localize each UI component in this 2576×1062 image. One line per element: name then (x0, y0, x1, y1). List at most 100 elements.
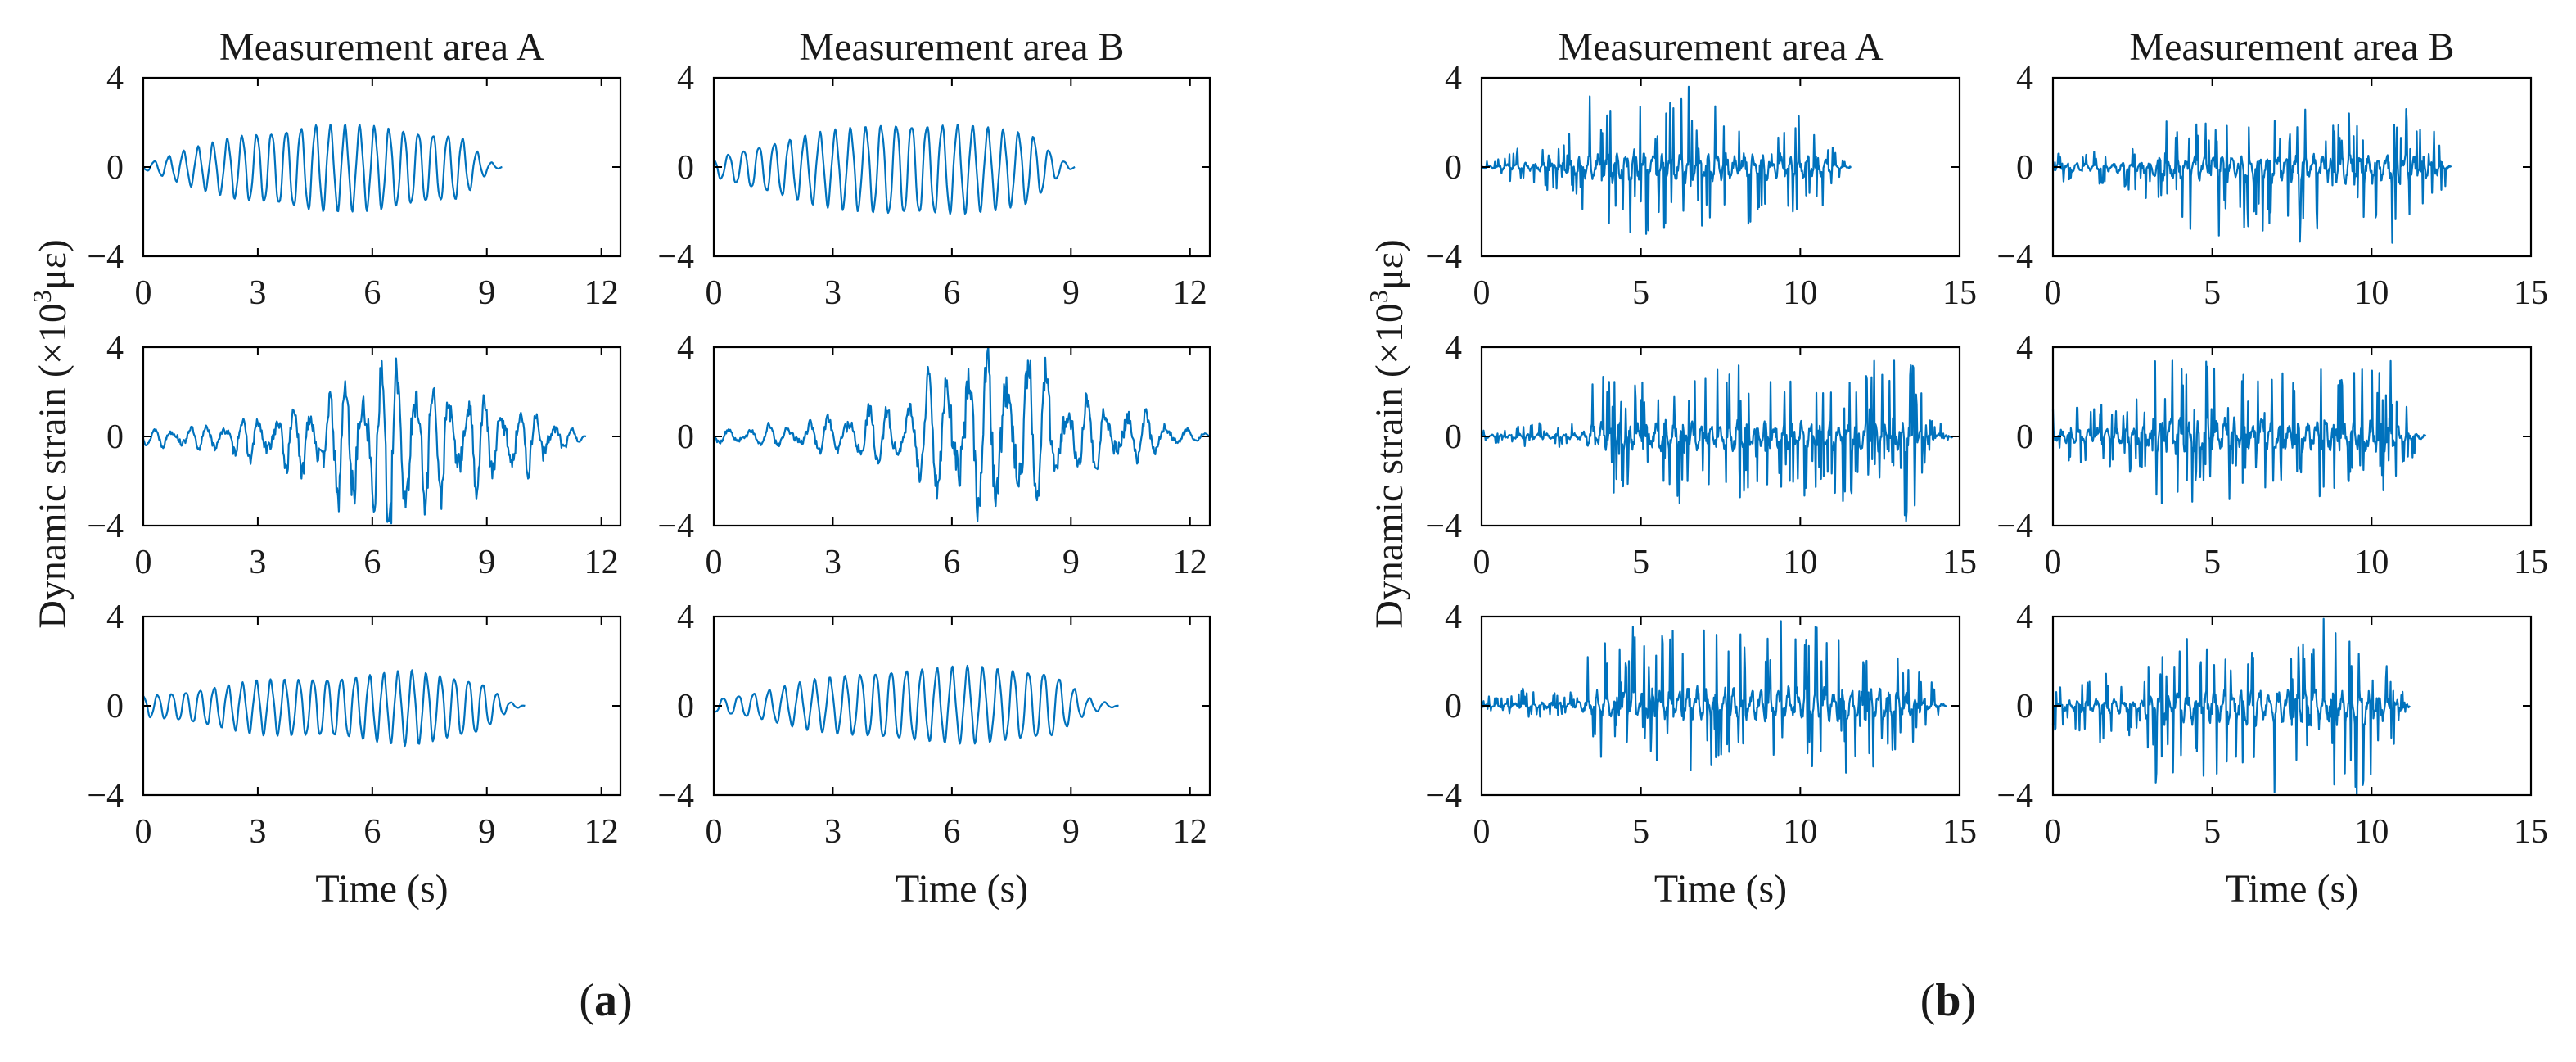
y-tick-label: 0 (677, 688, 694, 725)
signal-line (2052, 108, 2452, 244)
x-tick-label: 3 (824, 544, 841, 581)
x-axis-label: Time (s) (1654, 867, 1787, 911)
x-tick-label: 0 (2045, 274, 2062, 312)
x-tick-label: 3 (824, 274, 841, 312)
axes-frame (712, 346, 1211, 527)
ylabel-unit: με) (31, 239, 74, 290)
x-tick-label: 3 (249, 274, 266, 312)
x-tick-label: 0 (2045, 813, 2062, 851)
subplot-panel-a-row3-b: −4 0 4 0 3 6 9 12 Time (s) (657, 599, 1211, 911)
panel-label-b: (b) (1920, 975, 1976, 1026)
y-tick-label: 0 (2016, 149, 2033, 187)
panel-label-b-close: ) (1961, 975, 1977, 1026)
signal-line (1481, 85, 1852, 235)
signal-line (1481, 359, 1954, 522)
x-tick-label: 0 (135, 544, 152, 581)
ylabel-exponent: 3 (27, 290, 56, 303)
y-tick-label: −4 (87, 238, 124, 276)
x-tick-label: 12 (1173, 544, 1207, 581)
subplot-panel-b-row3-b: −4 0 4 0 5 10 15 Time (s) (1996, 599, 2548, 911)
y-tick-label: −4 (1996, 777, 2033, 815)
x-tick-label: 10 (2354, 544, 2389, 581)
x-tick-label: 5 (2204, 813, 2221, 851)
x-tick-label: 10 (1783, 274, 1817, 312)
x-tick-label: 0 (2045, 544, 2062, 581)
signal-line (1480, 620, 1948, 774)
x-tick-label: 9 (478, 544, 495, 581)
x-tick-label: 12 (1173, 274, 1207, 312)
ylabel-exponent: 3 (1364, 290, 1393, 303)
x-tick-label: 15 (2514, 544, 2548, 581)
y-tick-label: −4 (657, 777, 694, 815)
signal-line (142, 669, 526, 748)
x-tick-label: 5 (1632, 274, 1649, 312)
x-tick-label: 0 (1473, 274, 1491, 312)
panel-label-b-letter: b (1935, 975, 1960, 1026)
y-tick-label: 4 (2016, 599, 2033, 636)
signal-line (142, 124, 503, 213)
y-tick-label: 0 (677, 149, 694, 187)
subplot-title: Measurement area B (799, 25, 1124, 69)
axes-frame (142, 615, 622, 797)
x-tick-label: 15 (1942, 813, 1977, 851)
ylabel-a: Dynamic strain (×103με) (27, 239, 74, 629)
x-tick-label: 15 (1942, 274, 1977, 312)
y-tick-label: 0 (106, 418, 124, 456)
x-tick-label: 5 (2204, 274, 2221, 312)
subplot-title: Measurement area A (1558, 25, 1883, 69)
x-axis-label: Time (s) (896, 867, 1028, 911)
x-tick-label: 3 (249, 813, 266, 851)
y-tick-label: 0 (2016, 418, 2033, 456)
x-tick-label: 3 (249, 544, 266, 581)
y-tick-label: 4 (677, 599, 694, 636)
x-tick-label: 9 (1062, 813, 1080, 851)
panel-label-a-open: ( (579, 975, 594, 1026)
signal-line (142, 357, 587, 525)
x-tick-label: 15 (1942, 544, 1977, 581)
subplot-title: Measurement area B (2129, 25, 2454, 69)
y-tick-label: 4 (1445, 329, 1462, 367)
x-tick-label: 0 (135, 813, 152, 851)
x-tick-label: 0 (706, 813, 723, 851)
y-tick-label: 4 (2016, 329, 2033, 367)
y-tick-label: 0 (677, 418, 694, 456)
y-tick-label: −4 (1425, 777, 1462, 815)
ylabel-group-b: Dynamic strain (×103με) (1364, 239, 1411, 629)
x-tick-label: 12 (584, 813, 619, 851)
x-tick-label: 3 (824, 813, 841, 851)
x-tick-label: 10 (2354, 813, 2389, 851)
x-tick-label: 12 (584, 274, 619, 312)
panel-label-a-letter: a (594, 975, 617, 1026)
y-tick-label: −4 (657, 508, 694, 545)
ylabel-b: Dynamic strain (×103με) (1364, 239, 1411, 629)
y-tick-label: 4 (106, 329, 124, 367)
x-tick-label: 6 (943, 813, 960, 851)
y-tick-label: −4 (87, 777, 124, 815)
y-tick-label: −4 (87, 508, 124, 545)
ylabel-prefix: Dynamic strain (×10 (31, 303, 74, 629)
x-tick-label: 9 (1062, 544, 1080, 581)
x-tick-label: 12 (1173, 813, 1207, 851)
ylabel-unit: με) (1368, 239, 1411, 290)
subplot-panel-b-row2-a: −4 0 4 0 5 10 15 (1425, 329, 1977, 581)
x-tick-label: 9 (1062, 274, 1080, 312)
x-axis-label: Time (s) (315, 867, 448, 911)
y-tick-label: 4 (677, 329, 694, 367)
y-tick-label: 4 (2016, 60, 2033, 97)
x-tick-label: 6 (363, 544, 381, 581)
x-tick-label: 0 (1473, 813, 1491, 851)
x-tick-label: 6 (363, 274, 381, 312)
x-tick-label: 9 (478, 813, 495, 851)
x-axis-label: Time (s) (2226, 867, 2358, 911)
x-tick-label: 12 (584, 544, 619, 581)
x-tick-label: 10 (1783, 813, 1817, 851)
ylabel-prefix: Dynamic strain (×10 (1368, 303, 1411, 629)
y-tick-label: 0 (1445, 149, 1462, 187)
signal-line (713, 664, 1119, 745)
x-tick-label: 10 (2354, 274, 2389, 312)
y-tick-label: 4 (1445, 60, 1462, 97)
y-tick-label: −4 (657, 238, 694, 276)
x-tick-label: 6 (363, 813, 381, 851)
signal-line (712, 346, 1211, 522)
